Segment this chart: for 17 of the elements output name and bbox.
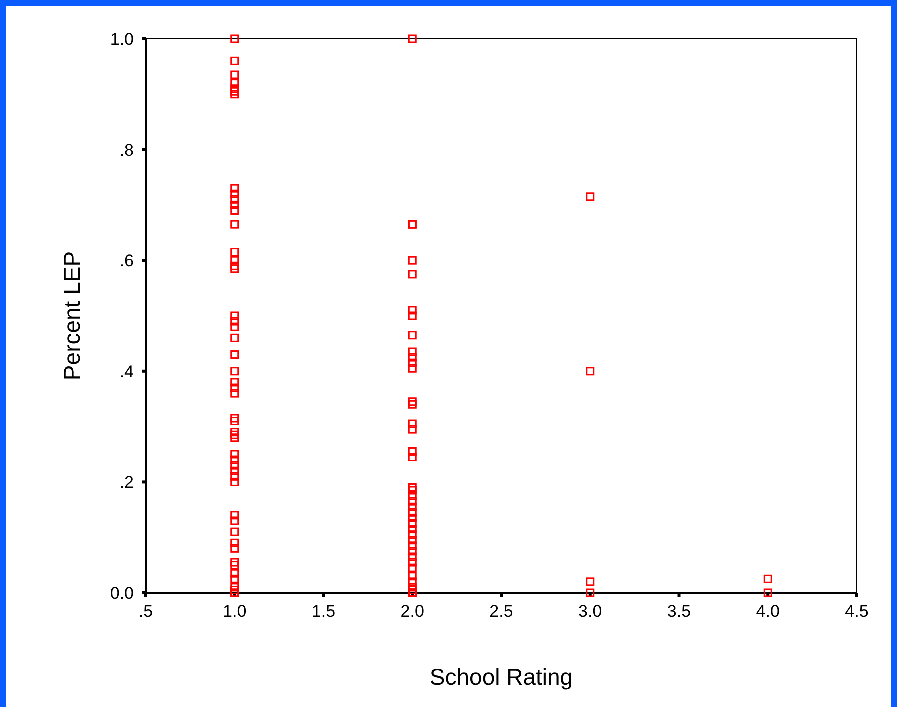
y-tick-label: .8	[120, 140, 134, 160]
x-tick-label: 4.0	[756, 602, 780, 621]
y-tick-label: 1.0	[110, 30, 134, 49]
y-axis-title: Percent LEP	[59, 251, 85, 381]
x-tick-label: 2.5	[490, 602, 514, 621]
x-tick-label: .5	[138, 602, 154, 621]
y-tick-label: 0.0	[110, 584, 134, 603]
y-tick-label: .4	[120, 362, 134, 382]
x-axis-title: School Rating	[430, 664, 574, 690]
x-tick-label: 3.5	[667, 602, 692, 621]
x-tick-label: 1.0	[223, 602, 247, 621]
x-tick-label: 1.5	[312, 602, 336, 621]
x-tick-label: 3.0	[578, 602, 602, 621]
y-tick-label: .2	[120, 473, 134, 492]
x-tick-label: 4.5	[845, 602, 869, 621]
y-tick-label: .6	[120, 252, 134, 271]
x-tick-label: 2.0	[400, 602, 424, 621]
